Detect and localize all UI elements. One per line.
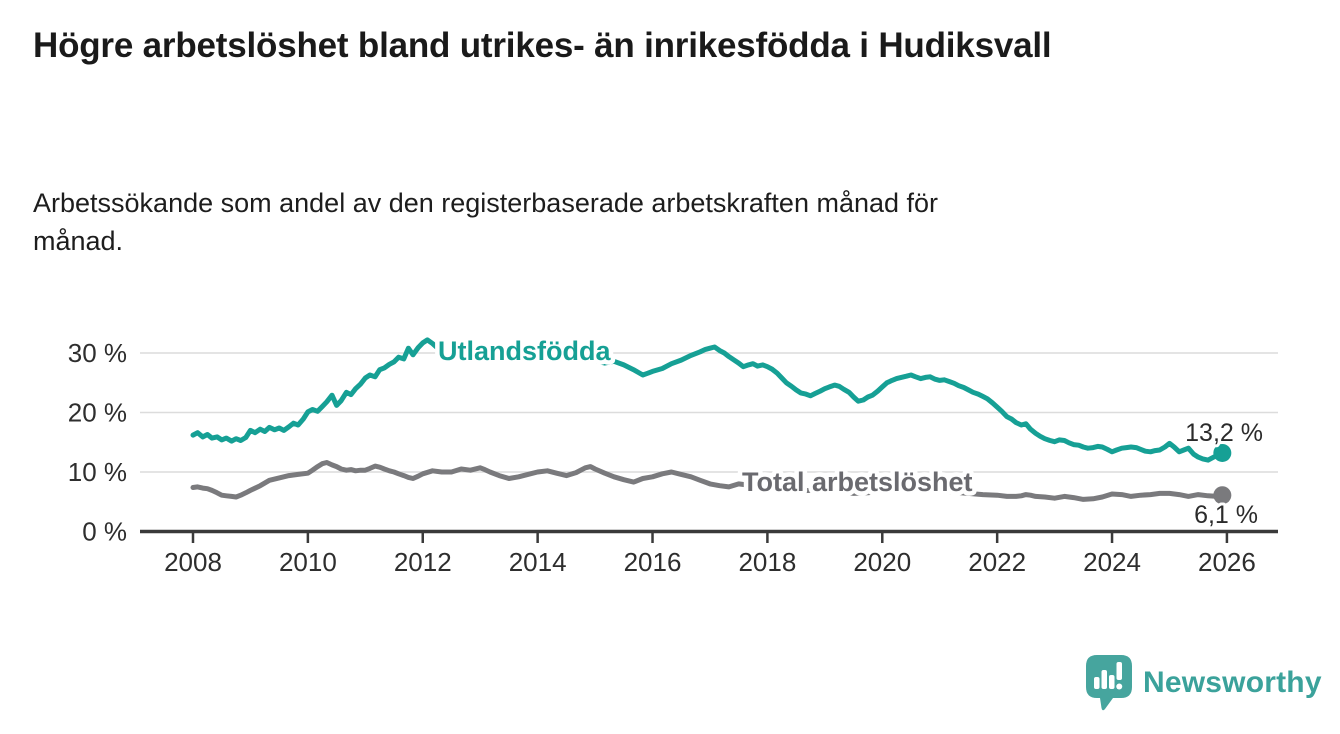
exclamation-bar [1116, 662, 1122, 680]
brand-name: Newsworthy [1143, 666, 1322, 699]
series-end-dot [1213, 443, 1232, 462]
utlandsfodda-series-label: Utlandsfödda [438, 336, 611, 366]
exclamation-dot [1116, 683, 1123, 690]
x-tick-label: 2014 [509, 547, 567, 577]
x-tick-label: 2012 [394, 547, 452, 577]
newsworthy-logo[interactable]: Newsworthy [1086, 654, 1322, 712]
x-tick-label: 2020 [853, 547, 911, 577]
y-tick-label: 10 % [68, 457, 127, 487]
total-arbetsloshet-line [190, 460, 1225, 502]
chart-subtitle: Arbetssökande som andel av den registerb… [33, 184, 1233, 261]
bar-2 [1101, 670, 1107, 689]
y-tick-label: 30 % [68, 338, 127, 368]
end-value-label: 13,2 % [1185, 419, 1263, 447]
x-tick-label: 2008 [164, 547, 222, 577]
utlandsfodda-line [190, 337, 1225, 463]
x-tick-label: 2024 [1083, 547, 1141, 577]
y-tick-label: 20 % [68, 398, 127, 428]
x-tick-label: 2016 [624, 547, 682, 577]
x-tick-label: 2010 [279, 547, 337, 577]
series-end-dot [1213, 486, 1232, 505]
x-tick-label: 2022 [968, 547, 1026, 577]
bar-1 [1094, 677, 1100, 689]
x-tick-label: 2026 [1198, 547, 1256, 577]
x-tick-label: 2018 [738, 547, 796, 577]
chart-subtitle-line-1: Arbetssökande som andel av den registerb… [33, 188, 939, 218]
y-tick-label: 0 % [82, 517, 127, 547]
newsworthy-icon [1086, 655, 1132, 711]
end-value-label: 6,1 % [1194, 501, 1258, 529]
total-arbetsloshet-series-label: Total arbetslöshet [742, 467, 973, 497]
bar-3 [1109, 675, 1115, 689]
chart-subtitle-line-2: månad. [33, 226, 124, 257]
chart-title: Högre arbetslöshet bland utrikes- än inr… [33, 26, 1052, 65]
